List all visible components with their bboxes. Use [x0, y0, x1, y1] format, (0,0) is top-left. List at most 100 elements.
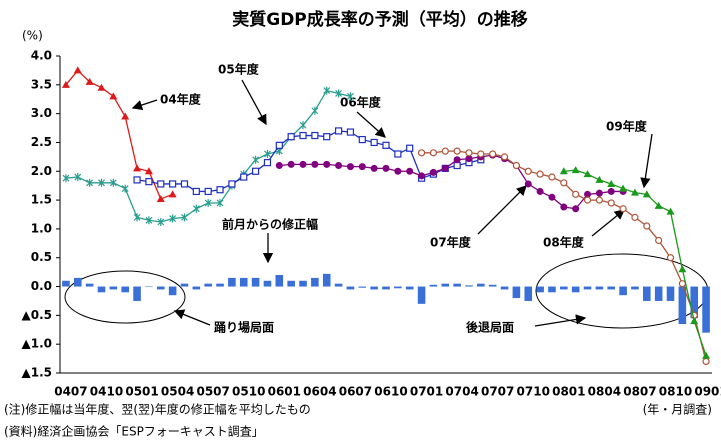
- bar: [73, 277, 82, 287]
- marker: [180, 180, 189, 188]
- line: [279, 154, 624, 210]
- marker: [252, 167, 260, 175]
- arrow: [640, 133, 653, 189]
- x-tick-label: 0701: [410, 385, 443, 399]
- bar: [334, 283, 343, 287]
- marker: [109, 92, 118, 100]
- marker: [347, 92, 354, 101]
- marker: [121, 184, 129, 193]
- bar: [145, 286, 153, 288]
- marker: [678, 280, 686, 288]
- bar: [441, 283, 450, 287]
- marker: [524, 180, 532, 188]
- marker: [584, 190, 592, 198]
- marker: [144, 167, 153, 175]
- x-tick-label: 0810: [659, 385, 692, 399]
- y-tick-label: ▲1.5: [22, 366, 53, 380]
- marker: [607, 199, 615, 207]
- x-tick-label: 0610: [374, 385, 407, 399]
- marker: [666, 254, 675, 262]
- marker: [429, 168, 437, 176]
- marker: [121, 112, 130, 120]
- bar: [512, 286, 521, 299]
- y-tick-label: 0.5: [31, 250, 52, 264]
- bar: [97, 286, 106, 293]
- bar: [453, 283, 461, 287]
- bar: [287, 280, 295, 287]
- marker: [489, 150, 497, 158]
- x-tick-label: 0807: [623, 385, 656, 399]
- marker: [524, 167, 532, 175]
- marker: [334, 127, 343, 135]
- x-tick-label: 0501: [125, 385, 158, 399]
- marker: [370, 138, 378, 147]
- marker: [536, 187, 544, 195]
- arrow: [131, 99, 158, 111]
- marker: [619, 184, 628, 192]
- line: [136, 130, 481, 193]
- marker: [263, 159, 272, 167]
- marker: [619, 205, 627, 213]
- marker: [655, 236, 663, 245]
- marker: [394, 150, 402, 158]
- marker: [453, 147, 461, 155]
- marker: [145, 178, 153, 186]
- bar: [168, 286, 177, 296]
- marker: [441, 147, 449, 155]
- marker: [595, 189, 603, 197]
- bar: [560, 286, 568, 290]
- marker: [133, 213, 141, 222]
- bar: [299, 280, 307, 287]
- annotation: 後退局面: [466, 320, 514, 335]
- marker: [73, 66, 82, 74]
- marker: [607, 179, 616, 187]
- marker: [702, 357, 710, 366]
- marker: [204, 187, 212, 196]
- x-tick-label: 0410: [90, 385, 123, 399]
- marker: [453, 156, 461, 164]
- marker: [85, 77, 94, 85]
- marker: [583, 170, 592, 178]
- annotation: 06年度: [340, 95, 382, 110]
- marker: [571, 166, 580, 174]
- y-tick-label: 2.0: [31, 164, 52, 178]
- bar: [548, 286, 556, 293]
- marker: [346, 128, 355, 136]
- bar: [643, 286, 651, 301]
- y-tick-label: 2.5: [31, 135, 52, 149]
- marker: [607, 187, 615, 195]
- bar: [228, 277, 236, 287]
- marker: [157, 180, 165, 188]
- x-tick-label: 0510: [232, 385, 265, 399]
- marker: [477, 150, 485, 158]
- marker: [311, 160, 319, 168]
- marker: [98, 178, 105, 187]
- marker: [394, 167, 402, 175]
- marker: [74, 173, 82, 182]
- bar: [275, 275, 284, 287]
- bar: [429, 284, 438, 287]
- marker: [453, 161, 461, 170]
- marker: [323, 160, 331, 168]
- y-tick-label: 4.0: [31, 49, 52, 63]
- y-axis-unit: (%): [22, 29, 43, 43]
- bar: [204, 283, 212, 287]
- marker: [512, 161, 521, 170]
- marker: [157, 217, 165, 226]
- marker: [299, 131, 307, 140]
- marker: [595, 196, 603, 204]
- y-tick-label: 1.0: [31, 221, 52, 235]
- marker: [406, 167, 414, 175]
- bar: [370, 286, 378, 290]
- y-tick-label: 0.0: [31, 279, 52, 293]
- marker: [335, 89, 343, 98]
- bar: [109, 286, 118, 290]
- bar: [500, 286, 509, 290]
- x-tick-label: 0710: [517, 385, 550, 399]
- marker: [690, 317, 699, 325]
- bar: [702, 286, 710, 333]
- x-tick-label: 0407: [54, 385, 87, 399]
- note: (注)修正幅は当年度、翌(翌)年度の修正幅を平均したもの: [4, 402, 311, 417]
- marker: [572, 205, 580, 213]
- x-tick-label: 0601: [268, 385, 301, 399]
